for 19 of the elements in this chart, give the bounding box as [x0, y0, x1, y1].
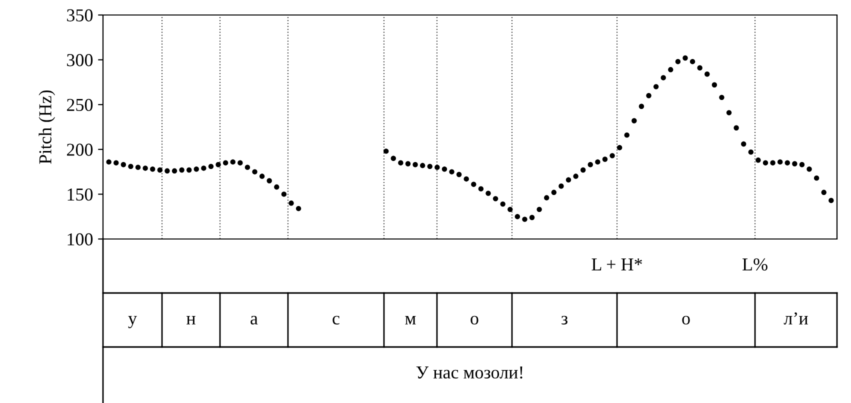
text: з: [561, 316, 568, 325]
text: о: [470, 316, 478, 325]
text: а: [250, 316, 258, 325]
y-tick-label: 200: [66, 144, 93, 156]
y-tick-label: 350: [67, 9, 93, 22]
text: о: [682, 316, 690, 325]
text: с: [332, 316, 340, 325]
text: н: [186, 316, 196, 324]
y-tick-label: 100: [68, 233, 93, 246]
text: м: [405, 316, 416, 324]
text: L + H*: [592, 258, 642, 270]
text: л’и: [784, 312, 808, 325]
y-tick-label: 250: [66, 98, 93, 112]
y-tick-label: 300: [67, 54, 93, 66]
text: у: [128, 316, 137, 328]
text: L%: [742, 258, 768, 271]
text: У нас мозоли!: [416, 366, 522, 379]
y-tick-label: 150: [68, 188, 93, 201]
y-axis-title: Pitch (Hz): [38, 90, 56, 164]
